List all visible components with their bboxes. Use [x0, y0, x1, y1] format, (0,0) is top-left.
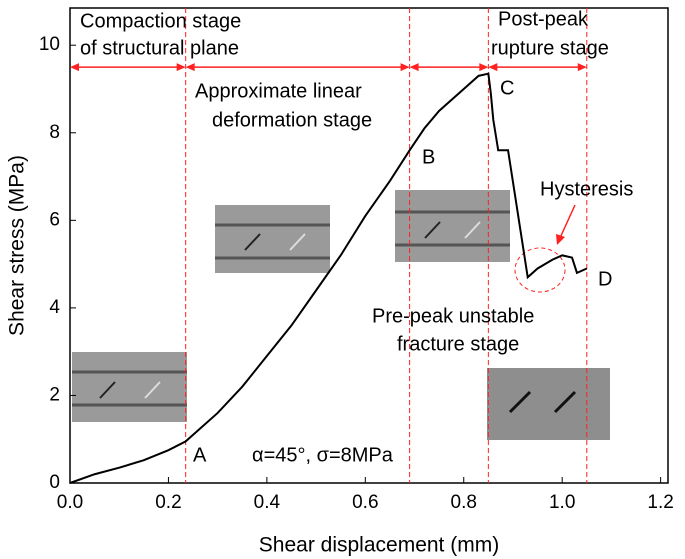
plot-frame [69, 7, 669, 484]
y-axis-title: Shear stress (MPa) [6, 155, 29, 336]
x-tick-label: 1.2 [647, 492, 673, 513]
arrowhead [488, 63, 498, 72]
annotation: of structural plane [80, 37, 239, 59]
annotation: Compaction stage [80, 10, 241, 32]
annotation: B [422, 146, 435, 168]
annotation: Post-peak [498, 8, 589, 30]
annotation: deformation stage [212, 109, 372, 131]
x-axis-title: Shear displacement (mm) [259, 534, 499, 557]
x-tick-label: 1.0 [549, 492, 575, 513]
y-tick-label: 10 [39, 34, 60, 55]
y-tick-label: 6 [49, 209, 60, 230]
x-tick-label: 0.4 [254, 492, 281, 513]
x-tick-label: 0.8 [451, 492, 477, 513]
arrowhead [577, 63, 587, 72]
annotation: α=45°, σ=8MPa [252, 444, 394, 466]
hysteresis-arrow [559, 204, 576, 239]
y-tick-label: 4 [49, 297, 60, 318]
x-tick-label: 0.0 [57, 492, 83, 513]
arrowhead [400, 63, 410, 72]
arrowhead [70, 63, 79, 72]
annotation: Approximate linear [195, 80, 362, 102]
x-tick-label: 0.6 [352, 492, 378, 513]
photo [72, 190, 610, 440]
annotation: rupture stage [491, 37, 609, 59]
arrowhead [185, 63, 195, 72]
y-tick-label: 2 [49, 384, 60, 405]
annotation: D [598, 268, 612, 290]
arrowhead [479, 63, 489, 72]
annotation: Hysteresis [540, 178, 633, 200]
y-tick-label: 8 [49, 122, 60, 143]
x-tick-label: 0.2 [155, 492, 181, 513]
annotation: A [193, 444, 207, 466]
annotation: Pre-peak unstable [372, 305, 534, 327]
arrowhead [409, 63, 419, 72]
hysteresis-arrowhead [556, 234, 565, 245]
data-line [69, 72, 588, 484]
y-tick-label: 0 [49, 472, 60, 493]
annotation: fracture stage [397, 333, 519, 355]
annotation: C [500, 77, 514, 99]
hysteresis-ring [514, 247, 566, 293]
arrowhead [176, 63, 186, 72]
